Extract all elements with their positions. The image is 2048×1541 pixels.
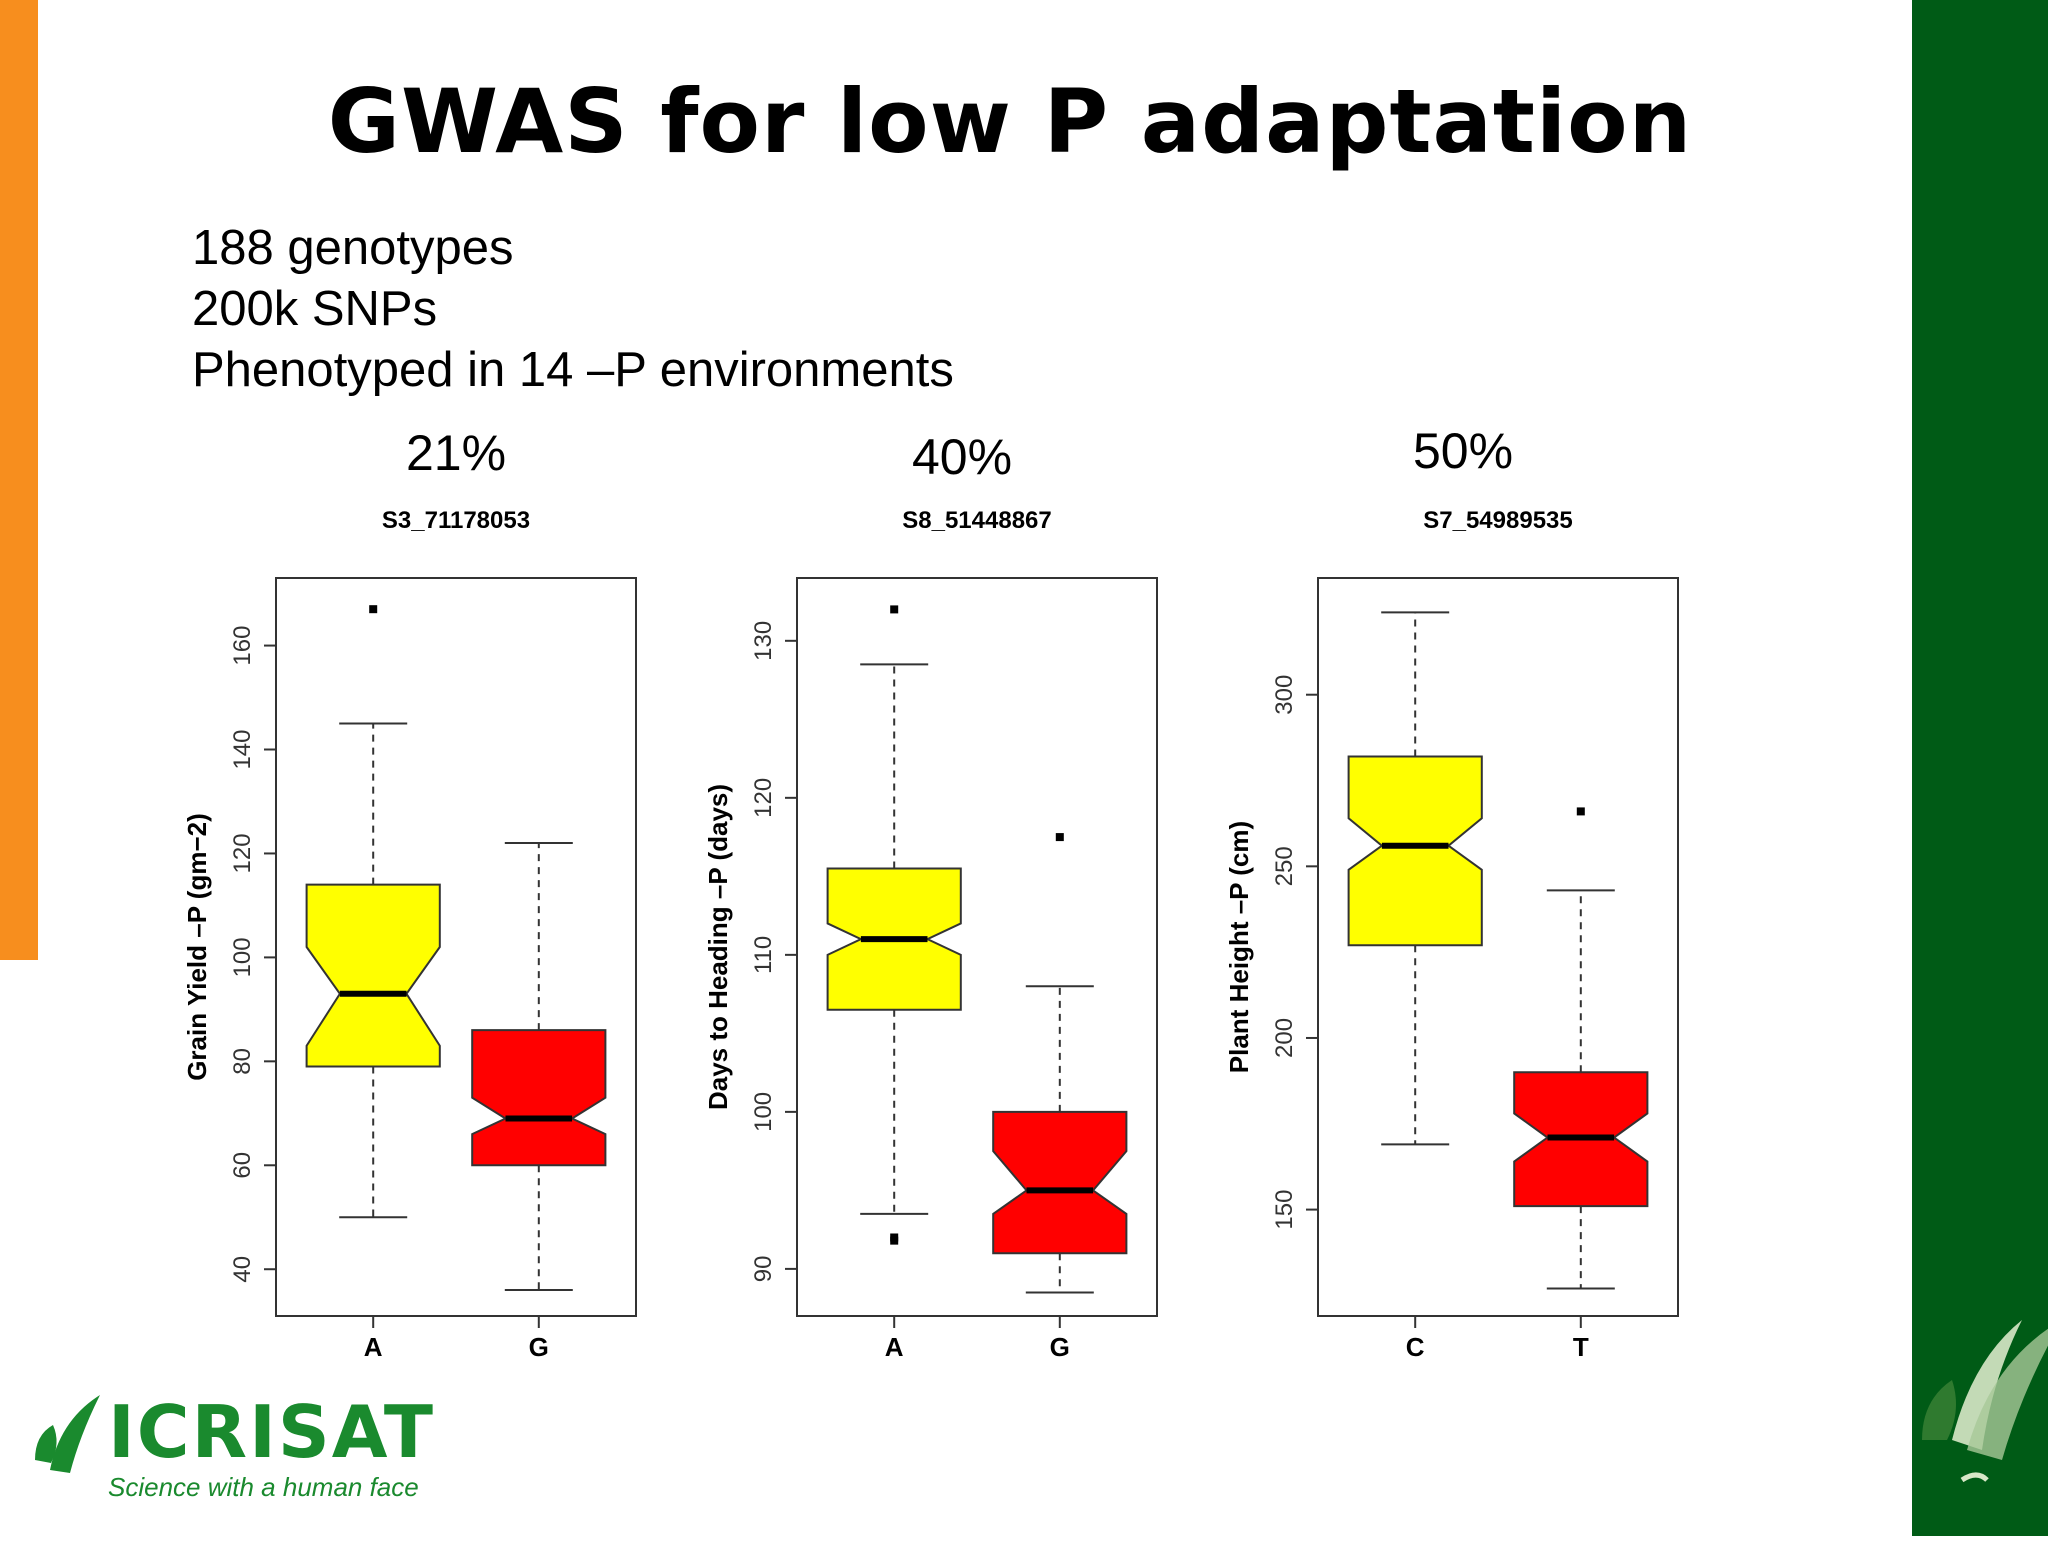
plot-frame — [796, 577, 1158, 1317]
bullet-snps: 200k SNPs — [192, 282, 438, 336]
y-tick-label: 80 — [229, 1048, 256, 1075]
x-tick-label: G — [1050, 1332, 1070, 1362]
notched-box — [471, 1029, 607, 1167]
y-tick-label: 300 — [1271, 675, 1298, 715]
chart-title: S7_54989535 — [1423, 507, 1572, 534]
right-accent-bar — [1912, 0, 2048, 1536]
outlier-point — [1055, 833, 1064, 842]
plot-frame — [1317, 577, 1679, 1317]
logo-leaf-icon — [35, 1395, 100, 1473]
x-tick-label: C — [1406, 1332, 1425, 1362]
bullet-list: 188 genotypes 200k SNPs Phenotyped in 14… — [192, 218, 954, 401]
y-tick-label: 200 — [1271, 1018, 1298, 1058]
outlier-point — [1576, 807, 1585, 816]
y-tick-label: 130 — [750, 621, 777, 661]
percent-label: 40% — [912, 429, 1012, 485]
left-accent-bar — [0, 0, 38, 960]
y-tick-label: 110 — [750, 936, 777, 974]
y-tick-label: 150 — [1271, 1190, 1298, 1230]
y-tick-label: 140 — [229, 729, 256, 769]
outlier-point — [369, 605, 378, 614]
leaf-emblem-icon — [1922, 1320, 2048, 1483]
notched-box — [992, 1110, 1128, 1255]
bullet-genotypes: 188 genotypes — [192, 221, 514, 275]
y-tick-label: 90 — [750, 1256, 777, 1283]
x-tick-label: A — [885, 1332, 904, 1362]
y-tick-label: 60 — [229, 1152, 256, 1179]
chart-title: S8_51448867 — [902, 507, 1051, 534]
y-tick-label: 120 — [750, 778, 777, 818]
outlier-point — [890, 1236, 899, 1245]
percent-label: 50% — [1413, 423, 1513, 479]
outlier-point — [890, 605, 899, 614]
notched-box — [305, 883, 441, 1068]
percent-label: 21% — [406, 425, 506, 481]
y-tick-label: 100 — [750, 1092, 777, 1132]
y-axis-label: Days to Heading –P (days) — [703, 784, 733, 1110]
y-tick-label: 100 — [229, 937, 256, 977]
y-tick-label: 160 — [229, 626, 256, 666]
chart-title: S3_71178053 — [382, 507, 530, 534]
y-tick-label: 120 — [229, 833, 256, 873]
logo-name: ICRISAT — [108, 1390, 435, 1474]
y-tick-label: 40 — [229, 1256, 256, 1283]
plot-frame — [275, 577, 637, 1317]
y-tick-label: 250 — [1271, 846, 1298, 886]
y-axis-label: Plant Height –P (cm) — [1224, 821, 1254, 1073]
x-tick-label: A — [364, 1332, 383, 1362]
notched-box — [1347, 755, 1483, 947]
logo-tagline: Science with a human face — [108, 1472, 419, 1502]
slide-title: GWAS for low P adaptation — [327, 70, 1693, 173]
y-axis-label: Grain Yield –P (gm−2) — [182, 813, 212, 1081]
x-tick-label: G — [529, 1332, 549, 1362]
bullet-environments: Phenotyped in 14 –P environments — [192, 343, 954, 397]
x-tick-label: T — [1573, 1332, 1589, 1362]
